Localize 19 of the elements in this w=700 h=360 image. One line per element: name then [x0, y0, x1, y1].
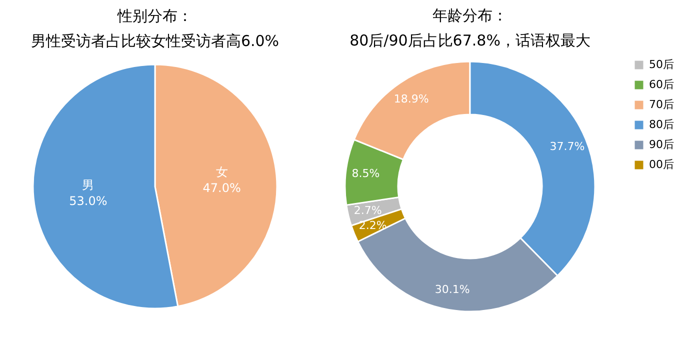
slice-label: 女 [216, 165, 228, 180]
chart-title: 年龄分布： [432, 6, 508, 24]
legend-label: 60后 [649, 78, 674, 91]
chart-title: 性别分布： [116, 7, 192, 25]
legend-label: 50后 [649, 58, 674, 71]
data-label: 2.7% [354, 204, 382, 217]
legend-label: 00后 [649, 158, 674, 171]
data-label: 53.0% [69, 194, 108, 208]
chart-subtitle: 80后/90后占比67.8%，话语权最大 [350, 32, 590, 50]
chart-subtitle: 男性受访者占比较女性受访者高6.0% [30, 32, 280, 50]
legend-label: 80后 [649, 118, 674, 131]
data-label: 18.9% [394, 92, 429, 106]
data-label: 30.1% [434, 282, 470, 296]
data-label: 8.5% [352, 167, 380, 180]
legend-label: 70后 [649, 98, 674, 111]
data-label: 37.7% [550, 140, 585, 153]
data-label: 47.0% [202, 181, 241, 196]
slice-label: 男 [82, 178, 94, 192]
legend-label: 90后 [649, 138, 674, 151]
